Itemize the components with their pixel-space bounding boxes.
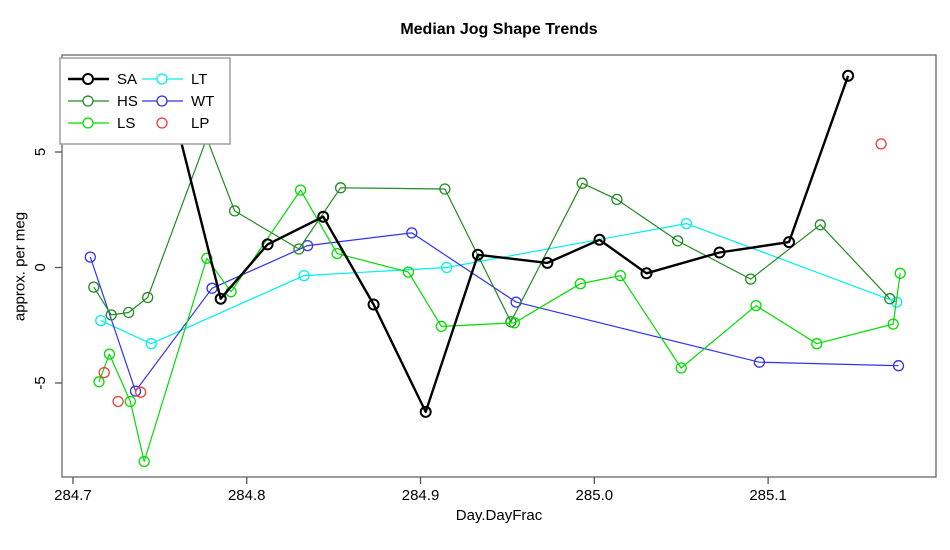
series-HS-point — [334, 182, 347, 194]
series-LS-point — [402, 266, 415, 278]
legend-label-HS: HS — [117, 93, 138, 110]
series-LS-point — [201, 252, 213, 264]
series-HS-point — [228, 205, 241, 217]
series-LS-point — [93, 376, 105, 388]
series-HS-point — [439, 183, 451, 195]
series-LS-line — [98, 189, 901, 463]
series-SA-point — [471, 248, 484, 261]
series-LT-point — [95, 314, 107, 327]
series-LT-point — [680, 217, 693, 230]
series-SA-point — [593, 233, 606, 246]
series-WT-point — [84, 251, 96, 263]
series-LS-point — [294, 184, 307, 196]
series-WT-point — [753, 356, 766, 368]
series-LT-line — [100, 223, 897, 345]
series-SA-point — [214, 292, 227, 305]
legend-label-SA: SA — [117, 71, 137, 88]
y-tick-label: -5 — [32, 376, 49, 389]
series-SA-point — [640, 267, 653, 280]
series-LP-point — [98, 366, 110, 379]
legend: SA HS LS LT WT LP — [59, 57, 231, 145]
series-HS-point — [814, 219, 826, 231]
series-SA-line — [169, 75, 850, 414]
series-WT-point — [892, 360, 905, 372]
x-tick-label: 285.0 — [576, 487, 614, 504]
series-HS-point — [884, 293, 896, 305]
legend-label-LS: LS — [117, 115, 135, 132]
legend-marker-LP — [156, 117, 168, 129]
series-SA-point — [842, 69, 855, 82]
series-LP-point — [135, 386, 147, 398]
series-WT-point — [129, 385, 142, 397]
series-LS-point — [435, 320, 448, 333]
legend-marker-SA — [82, 73, 94, 85]
series-HS-point — [576, 177, 588, 189]
x-tick-label: 285.1 — [749, 487, 787, 504]
series-HS-point — [88, 281, 100, 293]
series-LT-point — [145, 338, 157, 350]
series-LT-point — [298, 269, 310, 282]
series-LS-point — [508, 317, 521, 329]
legend-label-WT: WT — [191, 93, 214, 110]
series-SA-point — [713, 246, 726, 259]
x-tick-label: 284.7 — [54, 487, 92, 504]
y-tick-label: 5 — [32, 148, 49, 156]
series-LS-point — [124, 395, 136, 408]
x-tick-label: 284.9 — [402, 487, 440, 504]
legend-label-LT: LT — [191, 71, 207, 88]
series-HS-line — [93, 137, 891, 323]
series-SA-point — [317, 210, 330, 223]
series-LS-point — [750, 299, 762, 312]
series-HS-point — [672, 235, 684, 247]
series-LP-point — [875, 138, 887, 150]
series-LS-point — [574, 278, 587, 290]
series-HS-point — [293, 243, 305, 255]
series-SA-point — [541, 256, 554, 269]
series-LS-point — [103, 348, 116, 360]
series-HS-point — [745, 273, 757, 285]
series-LS-point — [138, 455, 150, 468]
legend-label-LP: LP — [191, 115, 209, 132]
series-LT-point — [440, 261, 453, 274]
y-tick-label: 0 — [32, 263, 49, 271]
series-SA-point — [367, 298, 380, 311]
legend-marker-LT — [156, 73, 168, 85]
series-HS-point — [611, 193, 623, 206]
plot-box — [61, 54, 937, 478]
legend-marker-WT — [156, 95, 168, 107]
series-LP-point — [112, 395, 124, 408]
legend-marker-LS — [82, 117, 94, 129]
series-LS-point — [894, 267, 906, 279]
series-SA-point — [261, 238, 274, 251]
legend-marker-HS — [82, 95, 94, 107]
series-group — [84, 69, 906, 468]
series-SA-point — [783, 236, 795, 249]
series-HS-point — [105, 309, 117, 321]
series-LS-point — [675, 362, 687, 374]
series-HS-point — [122, 306, 135, 319]
series-LS-point — [331, 247, 343, 260]
y-axis-label: approx. per meg — [11, 211, 29, 322]
x-tick-label: 284.8 — [228, 487, 266, 504]
series-WT-line — [89, 232, 899, 392]
series-LS-point — [811, 338, 823, 350]
series-LS-point — [887, 318, 899, 330]
series-LS-point — [614, 269, 627, 282]
chart-title: Median Jog Shape Trends — [400, 21, 598, 38]
series-WT-point — [406, 227, 418, 239]
series-HS-point — [142, 291, 154, 304]
x-axis-label: Day.DayFrac — [455, 507, 543, 524]
series-SA-point — [419, 405, 432, 418]
